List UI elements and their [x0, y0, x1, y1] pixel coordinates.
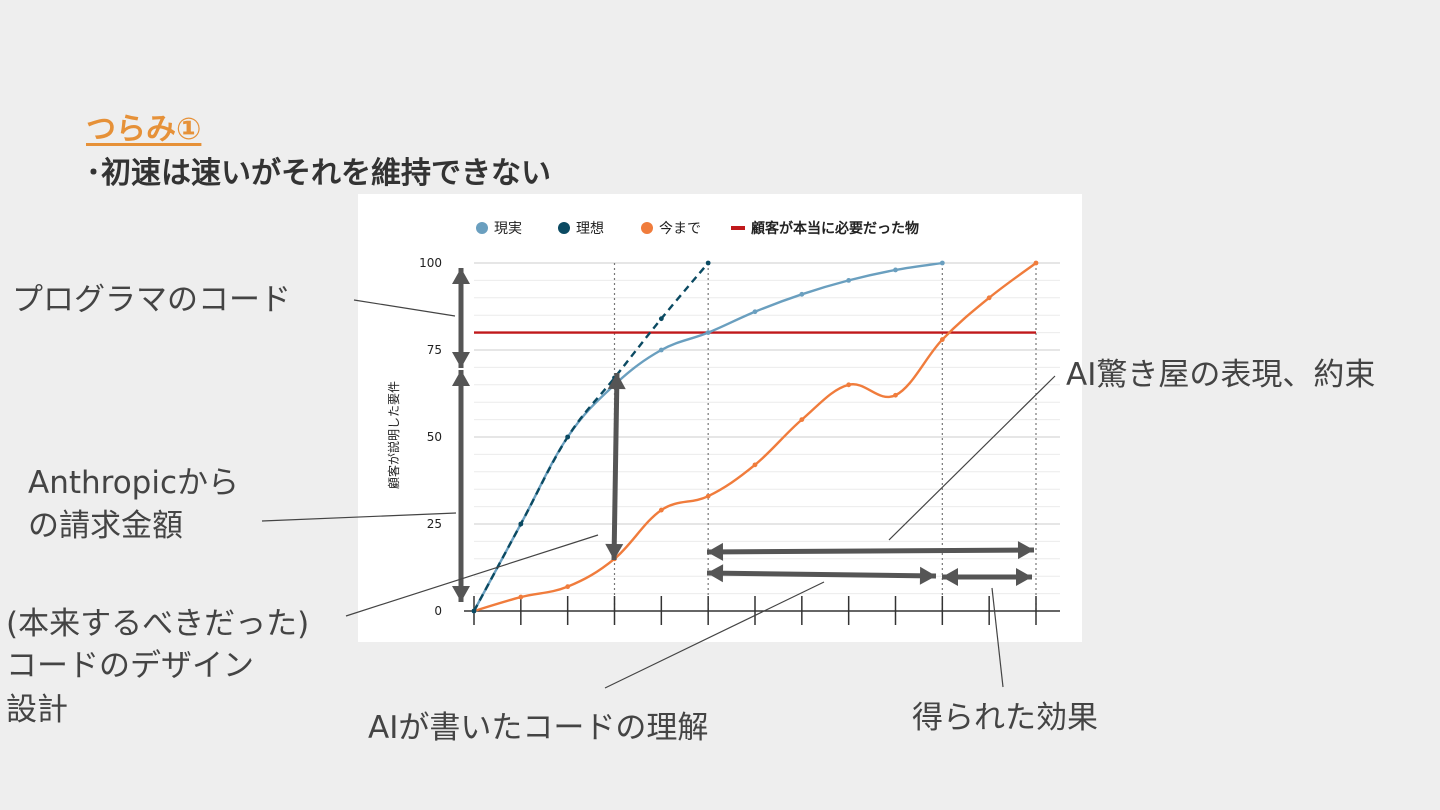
series-reality-point: [612, 382, 617, 388]
legend-swatch: [641, 222, 653, 234]
y-tick-label: 0: [434, 604, 442, 618]
y-tick-label: 50: [427, 430, 442, 444]
annotation-programmer-code: プログラマのコード: [12, 282, 291, 318]
y-tick-label: 25: [427, 517, 442, 531]
legend-label: 顧客が本当に必要だった物: [751, 220, 919, 237]
annotation-ai-promise: AI驚き屋の表現、約束: [1066, 357, 1376, 393]
slide-title: つらみ①: [86, 112, 202, 147]
line-chart: 現実 理想 今まで 顧客が本当に必要だった物 0 25 50 75 100 顧客が説明した要件: [358, 194, 1082, 642]
annotation-effect: 得られた効果: [912, 700, 1098, 736]
annotation-design-line1: (本来するべきだった): [6, 606, 310, 642]
series-until-now-point: [986, 295, 992, 301]
series-ideal-point: [612, 375, 617, 381]
legend-label: 現実: [494, 221, 522, 237]
series-until-now-point: [612, 556, 617, 562]
annotation-design-line3: 設計: [6, 692, 68, 728]
series-until-now-point: [846, 382, 852, 388]
legend-label: 今まで: [659, 221, 701, 237]
legend-swatch: [558, 222, 570, 234]
series-reality-point: [799, 291, 805, 297]
legend-label: 理想: [576, 221, 604, 237]
series-until-now-point: [518, 594, 524, 600]
series-ideal-point: [471, 608, 477, 614]
slide-subtitle: ･初速は速いがそれを維持できない: [86, 156, 551, 191]
series-until-now-point: [705, 493, 711, 499]
series-ideal-point: [658, 316, 664, 322]
legend-swatch: [731, 226, 745, 230]
series-ideal-point: [705, 260, 711, 266]
series-ideal-point: [518, 521, 524, 527]
y-axis-label: 顧客が説明した要件: [386, 381, 401, 489]
series-reality-point: [939, 260, 945, 266]
y-tick-label: 100: [419, 256, 442, 270]
chart-background: [358, 194, 1082, 642]
series-until-now-point: [658, 507, 664, 513]
series-until-now-point: [893, 392, 898, 398]
annotation-design-line2: コードのデザイン: [6, 648, 254, 684]
annotation-ai-code-understanding: AIが書いたコードの理解: [368, 710, 709, 746]
series-until-now-point: [799, 417, 805, 422]
series-ideal-point: [565, 434, 571, 440]
series-reality-point: [893, 267, 898, 273]
series-until-now-point: [939, 337, 945, 342]
series-reality-point: [752, 309, 758, 315]
chart-legend: 現実 理想 今まで 顧客が本当に必要だった物: [476, 220, 919, 237]
series-reality-point: [705, 330, 711, 335]
annotation-anthropic-bill-line1: Anthropicから: [28, 465, 240, 501]
series-ideal-line: [472, 262, 710, 612]
legend-swatch: [476, 222, 488, 234]
y-tick-label: 75: [427, 343, 442, 357]
series-until-now-point: [1033, 260, 1039, 266]
series-reality-point: [846, 278, 852, 283]
series-reality-point: [658, 347, 664, 353]
series-until-now-point: [565, 584, 571, 590]
annotation-anthropic-bill-line2: の請求金額: [28, 508, 183, 544]
series-until-now-point: [752, 462, 758, 468]
